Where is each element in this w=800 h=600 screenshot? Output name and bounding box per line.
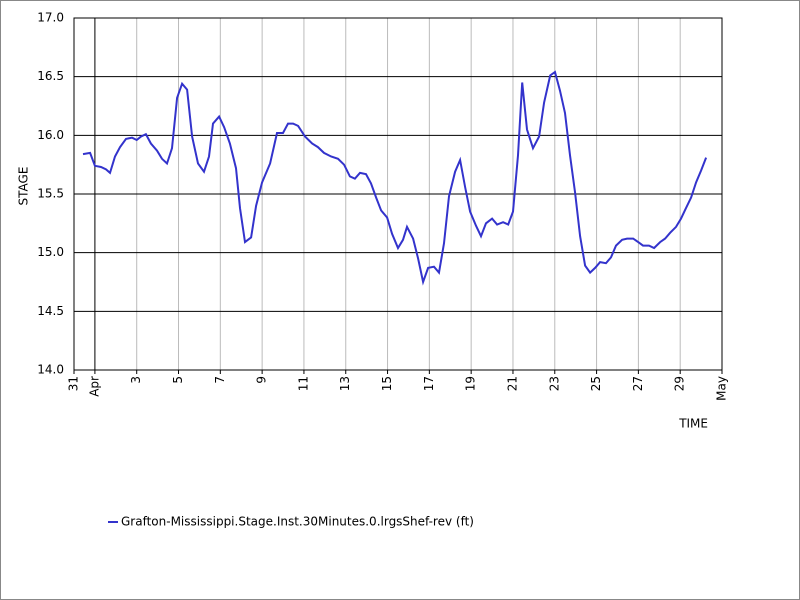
x-tick-label: 7	[213, 376, 227, 384]
y-tick-label: 16.5	[37, 69, 64, 83]
x-tick-label: May	[715, 376, 729, 401]
y-tick-label: 16.0	[37, 128, 64, 142]
x-tick-label: 31	[67, 376, 81, 391]
x-tick-label: 25	[589, 376, 603, 391]
plot-border	[73, 17, 723, 371]
y-tick-label: 14.5	[37, 304, 64, 318]
y-tick-label: 15.5	[37, 187, 64, 201]
x-tick-label: 21	[505, 376, 519, 391]
y-tick-label: 17.0	[37, 11, 64, 25]
legend-label: Grafton-Mississippi.Stage.Inst.30Minutes…	[121, 515, 474, 529]
x-tick-label: 5	[171, 376, 185, 384]
x-tick-label: 23	[547, 376, 561, 391]
x-axis-label: TIME	[678, 417, 708, 431]
x-tick-label: 19	[464, 376, 478, 391]
x-tick-label: Apr	[87, 376, 101, 397]
x-tick-label: 15	[380, 376, 394, 391]
x-tick-label: 9	[255, 376, 269, 384]
y-tick-label: 14.0	[37, 363, 64, 377]
x-tick-label: 11	[296, 376, 310, 391]
x-tick-label: 27	[631, 376, 645, 391]
y-axis-label: STAGE	[17, 167, 31, 206]
x-tick-label: 29	[673, 376, 687, 391]
x-tick-label: 17	[422, 376, 436, 391]
x-tick-label: 3	[129, 376, 143, 384]
x-tick-label: 13	[338, 376, 352, 391]
y-tick-label: 15.0	[37, 245, 64, 259]
data-line	[82, 70, 708, 286]
